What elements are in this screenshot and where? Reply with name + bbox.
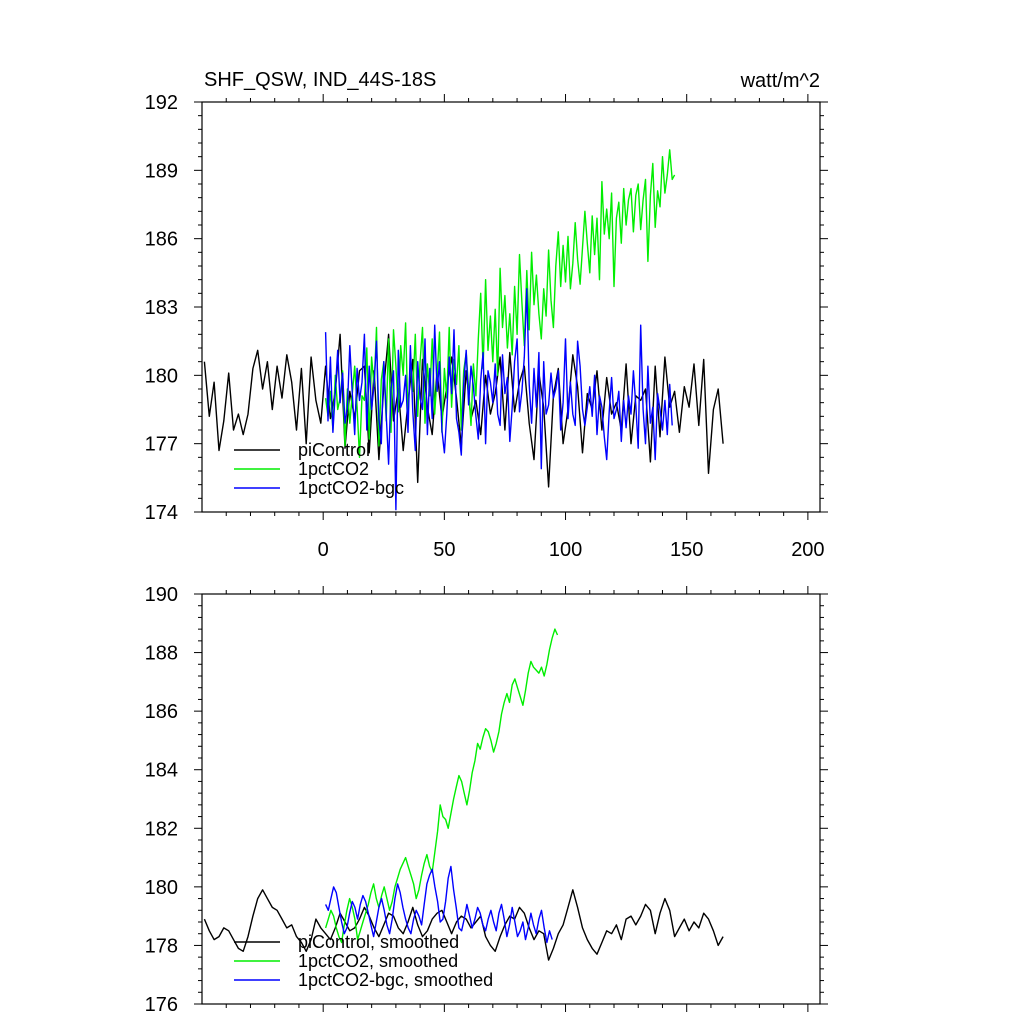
y-tick-label: 180 [145,365,178,387]
y-tick-label: 188 [145,643,178,665]
legend-label: 1pctCO2-bgc [298,478,404,498]
units-label: watt/m^2 [740,70,820,92]
x-tick-label: 150 [670,539,703,561]
y-tick-label: 184 [145,760,178,782]
x-tick-label: 0 [318,539,329,561]
chart-title: SHF_QSW, IND_44S-18S [204,69,436,91]
series-line-1 [324,628,559,944]
top-series-lines [203,149,724,511]
y-tick-label: 176 [145,994,178,1016]
y-tick-label: 182 [145,818,178,840]
y-tick-label: 192 [145,92,178,114]
bottom-plot-frame [201,593,821,1005]
top-axis-ticks: 174 177 180 183 186 189 192 0 50 100 150 200 [145,92,828,561]
bottom-axis-ticks: 176 178 180 182 184 186 188 190 [145,584,828,1016]
y-tick-label: 186 [145,701,178,723]
bottom-series-lines [203,628,724,961]
legend-label: piControl [298,440,370,460]
legend-label: 1pctCO2, smoothed [298,951,458,971]
legend-label: 1pctCO2 [298,459,369,479]
y-tick-label: 177 [145,434,178,456]
top-plot-frame [201,101,821,513]
y-tick-label: 174 [145,502,178,524]
x-tick-label: 50 [433,539,455,561]
y-tick-label: 178 [145,935,178,957]
x-tick-label: 200 [791,539,824,561]
series-line-2 [324,288,673,511]
bottom-panel: 176 178 180 182 184 186 188 190 piControl, smoo… [145,584,828,1016]
series-line-0 [203,889,724,961]
legend-label: piControl, smoothed [298,932,459,952]
y-tick-label: 189 [145,160,178,182]
series-line-2 [324,865,553,944]
legend-label: 1pctCO2-bgc, smoothed [298,970,493,990]
y-tick-label: 186 [145,229,178,251]
x-tick-label: 100 [549,539,582,561]
series-line-0 [203,333,724,488]
y-tick-label: 183 [145,297,178,319]
top-panel: SHF_QSW, IND_44S-18S watt/m^2 1741771801… [145,69,828,561]
y-tick-label: 190 [145,584,178,606]
y-tick-label: 180 [145,877,178,899]
